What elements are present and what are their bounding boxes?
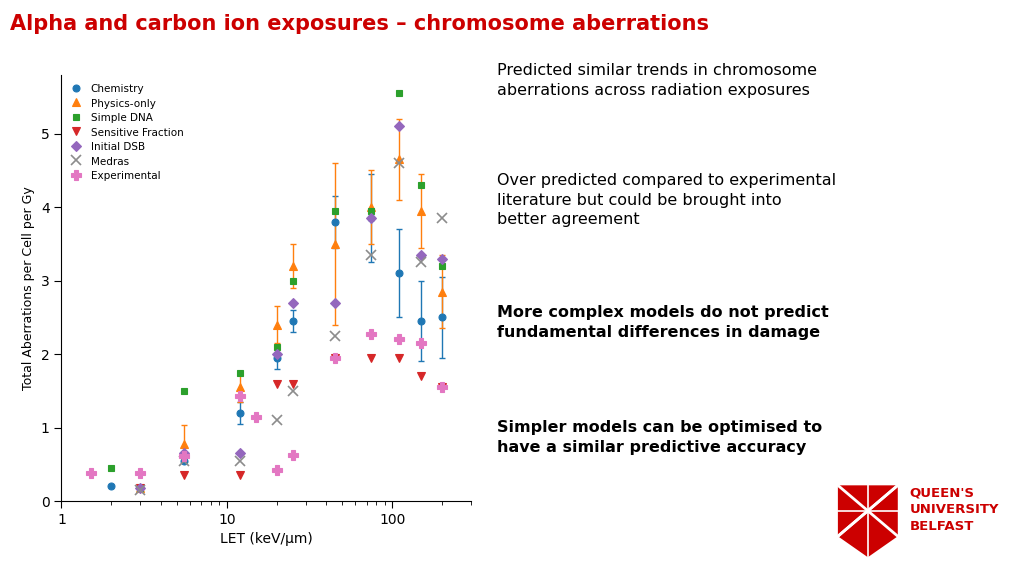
Medras — [287, 388, 299, 395]
Simple DNA — [134, 484, 146, 491]
Chemistry — [415, 317, 427, 324]
Medras — [233, 457, 246, 464]
Simple DNA — [287, 277, 299, 284]
Simple DNA — [393, 90, 406, 97]
Legend: Chemistry, Physics-only, Simple DNA, Sensitive Fraction, Initial DSB, Medras, Ex: Chemistry, Physics-only, Simple DNA, Sen… — [67, 80, 186, 184]
Line: Sensitive Fraction: Sensitive Fraction — [136, 354, 446, 492]
Physics-only — [436, 288, 449, 295]
Initial DSB — [134, 484, 146, 491]
Chemistry — [393, 270, 406, 276]
Initial DSB — [329, 300, 341, 306]
Sensitive Fraction — [329, 354, 341, 361]
Initial DSB — [287, 300, 299, 306]
Experimental — [415, 340, 427, 347]
Line: Simple DNA: Simple DNA — [108, 90, 445, 491]
Text: QUEEN'S
UNIVERSITY
BELFAST: QUEEN'S UNIVERSITY BELFAST — [909, 487, 998, 533]
Experimental — [436, 384, 449, 391]
Physics-only — [134, 484, 146, 491]
Experimental — [329, 354, 341, 361]
Line: Initial DSB: Initial DSB — [137, 123, 445, 491]
Sensitive Fraction — [134, 484, 146, 491]
Experimental — [366, 330, 378, 337]
Simple DNA — [178, 388, 190, 395]
Medras — [270, 417, 283, 424]
Chemistry — [134, 484, 146, 491]
Chemistry — [366, 215, 378, 222]
Physics-only — [329, 240, 341, 247]
Simple DNA — [233, 369, 246, 376]
Simple DNA — [415, 181, 427, 188]
Text: Alpha and carbon ion exposures – chromosome aberrations: Alpha and carbon ion exposures – chromos… — [10, 14, 710, 35]
Medras — [415, 259, 427, 266]
Text: More complex models do not predict
fundamental differences in damage: More complex models do not predict funda… — [497, 305, 828, 340]
Sensitive Fraction — [287, 380, 299, 387]
Sensitive Fraction — [436, 384, 449, 391]
Simple DNA — [270, 343, 283, 350]
Experimental — [287, 452, 299, 458]
Experimental — [393, 336, 406, 343]
Initial DSB — [393, 123, 406, 130]
Chemistry — [287, 317, 299, 324]
Medras — [393, 160, 406, 166]
Sensitive Fraction — [366, 354, 378, 361]
Experimental — [134, 470, 146, 477]
Sensitive Fraction — [415, 373, 427, 380]
Initial DSB — [233, 450, 246, 457]
Experimental — [270, 467, 283, 473]
Polygon shape — [838, 486, 898, 557]
Initial DSB — [415, 252, 427, 259]
Experimental — [250, 413, 262, 420]
Chemistry — [329, 218, 341, 225]
Chemistry — [105, 483, 118, 490]
Physics-only — [415, 207, 427, 214]
Line: Experimental: Experimental — [86, 329, 446, 478]
Chemistry — [178, 457, 190, 464]
Text: Simpler models can be optimised to
have a similar predictive accuracy: Simpler models can be optimised to have … — [497, 420, 822, 455]
Line: Physics-only: Physics-only — [136, 155, 446, 492]
Physics-only — [393, 156, 406, 163]
Chemistry — [436, 314, 449, 321]
Chemistry — [270, 354, 283, 361]
Sensitive Fraction — [393, 354, 406, 361]
Medras — [436, 215, 449, 222]
Text: Over predicted compared to experimental
literature but could be brought into
bet: Over predicted compared to experimental … — [497, 173, 836, 228]
Physics-only — [178, 440, 190, 447]
Physics-only — [366, 204, 378, 211]
Simple DNA — [436, 263, 449, 270]
Experimental — [178, 452, 190, 459]
Simple DNA — [105, 465, 118, 472]
Experimental — [84, 470, 96, 477]
Medras — [178, 457, 190, 464]
Medras — [329, 332, 341, 339]
Sensitive Fraction — [270, 380, 283, 387]
Initial DSB — [178, 450, 190, 457]
Chemistry — [233, 410, 246, 416]
Sensitive Fraction — [233, 472, 246, 479]
Simple DNA — [366, 207, 378, 214]
X-axis label: LET (keV/μm): LET (keV/μm) — [220, 532, 312, 547]
Physics-only — [270, 321, 283, 328]
Medras — [134, 487, 146, 494]
Sensitive Fraction — [178, 472, 190, 479]
Text: Predicted similar trends in chromosome
aberrations across radiation exposures: Predicted similar trends in chromosome a… — [497, 63, 817, 98]
Physics-only — [287, 263, 299, 270]
Initial DSB — [366, 215, 378, 222]
Y-axis label: Total Aberrations per Cell per Gy: Total Aberrations per Cell per Gy — [23, 186, 35, 390]
Initial DSB — [270, 351, 283, 358]
Simple DNA — [329, 207, 341, 214]
Experimental — [233, 393, 246, 400]
Line: Chemistry: Chemistry — [108, 215, 445, 491]
Line: Medras: Medras — [135, 158, 446, 495]
Initial DSB — [436, 255, 449, 262]
Medras — [366, 252, 378, 259]
Physics-only — [233, 384, 246, 391]
